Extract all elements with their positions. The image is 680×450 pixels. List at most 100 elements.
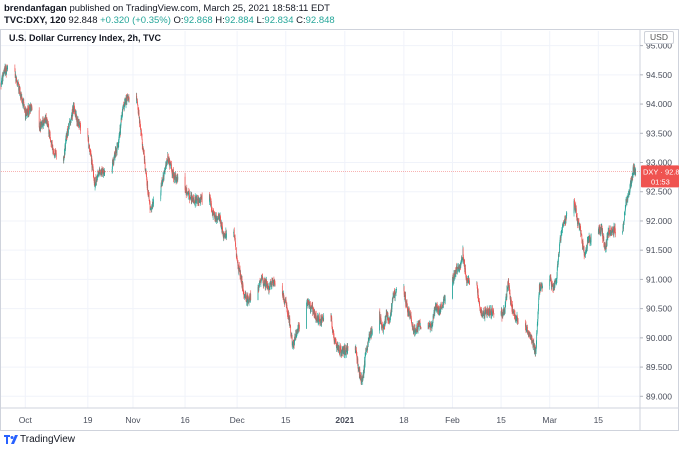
candle-body bbox=[45, 115, 47, 123]
candle-body bbox=[259, 281, 260, 287]
candle-body bbox=[76, 114, 77, 120]
candle-body bbox=[509, 293, 511, 299]
candle-body bbox=[532, 341, 534, 348]
candle-body bbox=[294, 340, 295, 345]
candle-body bbox=[365, 355, 366, 357]
candle-body bbox=[289, 318, 291, 328]
candlestick-chart[interactable]: 89.000 89.500 90.000 90.500 91.000 91.500 92.0… bbox=[0, 0, 680, 432]
candle-body bbox=[607, 235, 609, 238]
candle-body bbox=[551, 283, 553, 285]
candle-body bbox=[323, 315, 325, 321]
candle-body bbox=[460, 264, 462, 267]
open-label: O: bbox=[173, 15, 184, 26]
candle-body bbox=[44, 118, 46, 124]
candle-body bbox=[396, 289, 397, 290]
candle-body bbox=[223, 236, 225, 238]
candle-body bbox=[403, 287, 405, 295]
currency-button[interactable]: USD bbox=[644, 31, 674, 44]
candle-body bbox=[98, 174, 100, 177]
candle-body bbox=[31, 107, 33, 111]
candle-body bbox=[408, 309, 410, 314]
candle-body bbox=[237, 260, 238, 263]
y-tick-label: 93.500 bbox=[646, 128, 672, 138]
candle-body bbox=[559, 241, 561, 245]
candle-body bbox=[370, 330, 372, 334]
author-name[interactable]: brendanfagan bbox=[4, 3, 67, 14]
candle-body bbox=[576, 215, 578, 221]
candle-body bbox=[261, 276, 262, 281]
candle-body bbox=[103, 172, 104, 175]
candle-body bbox=[627, 195, 629, 201]
candle-body bbox=[139, 119, 141, 122]
candle-body bbox=[144, 162, 146, 170]
candle-body bbox=[306, 303, 307, 329]
candle-body bbox=[602, 231, 604, 239]
candle-body bbox=[406, 303, 408, 309]
candle-body bbox=[554, 282, 556, 287]
candle-body bbox=[433, 315, 434, 318]
candle-body bbox=[347, 346, 349, 348]
candle-body bbox=[281, 285, 283, 294]
candle-body bbox=[7, 68, 9, 69]
candle-body bbox=[298, 325, 300, 331]
candle-body bbox=[525, 325, 527, 331]
tradingview-brand[interactable]: TradingView bbox=[20, 434, 76, 445]
candle-body bbox=[501, 310, 503, 316]
time-axis[interactable]: Oct 19 Nov 16 Dec 15 2021 18 Feb 15 Mar 15 bbox=[0, 407, 679, 425]
candle-body bbox=[25, 109, 27, 116]
candle-body bbox=[395, 289, 397, 292]
candle-body bbox=[493, 310, 494, 314]
candle-body bbox=[210, 201, 212, 206]
candle-body bbox=[29, 107, 30, 114]
candle-body bbox=[527, 326, 528, 333]
candle-body bbox=[542, 285, 543, 289]
price-tag-countdown: 01:53 bbox=[651, 177, 670, 186]
footer bbox=[0, 432, 680, 450]
candle-body bbox=[597, 231, 599, 234]
candle-body bbox=[18, 87, 20, 91]
y-tick-label: 95.000 bbox=[646, 41, 672, 51]
y-tick-label: 90.500 bbox=[646, 304, 672, 314]
candle-body bbox=[88, 146, 90, 149]
price-axis[interactable]: 89.000 89.500 90.000 90.500 91.000 91.500 92.0… bbox=[639, 29, 672, 431]
candle-body bbox=[631, 176, 633, 179]
publish-info: brendanfagan published on TradingView.co… bbox=[4, 3, 330, 14]
candle-body bbox=[361, 376, 363, 379]
candle-body bbox=[382, 325, 384, 331]
chart-title: U.S. Dollar Currency Index, 2h, TVC bbox=[9, 33, 162, 43]
candle-body bbox=[7, 68, 8, 71]
candle-body bbox=[97, 177, 98, 181]
candle-body bbox=[365, 351, 366, 356]
candle-body bbox=[314, 310, 316, 315]
candle-body bbox=[389, 318, 390, 323]
y-tick-label: 93.000 bbox=[646, 158, 672, 168]
candle-body bbox=[371, 330, 372, 337]
candle-body bbox=[128, 97, 130, 100]
x-tick-label: 15 bbox=[594, 415, 604, 425]
candle-body bbox=[94, 180, 96, 187]
candle-body bbox=[465, 268, 466, 275]
candle-body bbox=[308, 300, 309, 304]
candle-body bbox=[19, 87, 21, 95]
candle-body bbox=[49, 134, 51, 140]
candle-body bbox=[481, 311, 483, 313]
candle-body bbox=[148, 191, 149, 198]
candle-body bbox=[379, 311, 380, 331]
candle-body bbox=[380, 318, 382, 321]
candle-body bbox=[89, 145, 90, 152]
candle-body bbox=[141, 130, 142, 134]
candle-body bbox=[196, 199, 198, 201]
candle-body bbox=[163, 173, 165, 175]
candle-body bbox=[186, 188, 188, 194]
candle-body bbox=[599, 226, 601, 233]
candle-body bbox=[141, 134, 143, 139]
candle-body bbox=[343, 347, 345, 355]
tradingview-logo-icon[interactable] bbox=[4, 434, 19, 445]
candle-body bbox=[556, 267, 558, 277]
candle-body bbox=[530, 334, 532, 338]
candle-body bbox=[257, 287, 259, 300]
candle-body bbox=[478, 301, 480, 303]
candle-body bbox=[359, 369, 361, 378]
candle-body bbox=[391, 304, 393, 310]
candle-body bbox=[80, 124, 81, 131]
